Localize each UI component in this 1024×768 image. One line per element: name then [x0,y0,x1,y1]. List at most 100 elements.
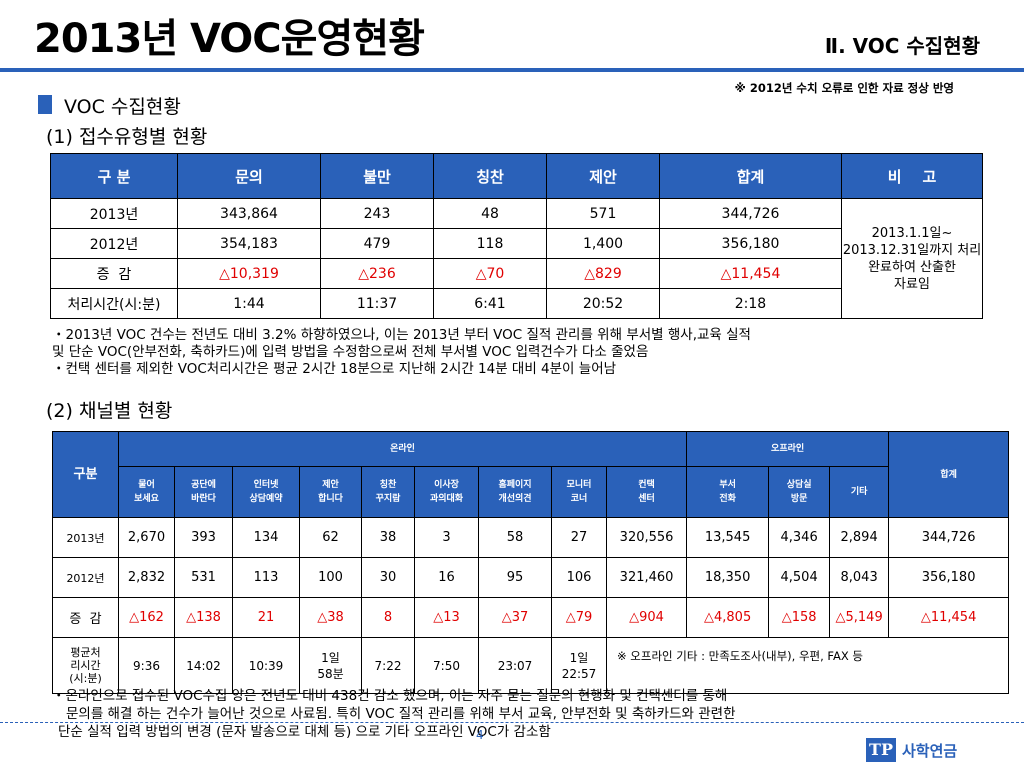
table-cell: 571 [546,198,660,229]
table-cell: 11:37 [320,288,434,319]
table-cell: 343,864 [177,198,321,229]
table-cell: 58 [478,517,552,558]
table-cell: △37 [478,597,552,638]
column-header: 홈페이지 개선의견 [478,466,552,518]
total-header: 합계 [888,431,1010,518]
table-cell: 113 [232,557,300,598]
section-bullet-icon [38,95,52,114]
table-cell: 27 [551,517,607,558]
channel-status-table: 구분 온라인 오프라인 합계 물어 보세요 공단에 바란다 인터넷 상담예약 제안 합니… [52,431,1010,694]
offline-header: 오프라인 [686,431,890,467]
table-header-row: 구 분 문의 불만 칭찬 제안 합계 비 고 [50,153,983,199]
table-cell: 95 [478,557,552,598]
summary-paragraph: ・컨택 센터를 제외한 VOC처리시간은 평균 2시간 18분으로 지난해 2시… [52,361,617,377]
table-row: 2012년 2,832 531 113 100 30 16 95 106 321… [52,557,1010,598]
logo-mark-icon: TP [866,738,896,762]
table-cell: △11,454 [659,258,842,289]
table-cell: △13 [414,597,479,638]
row-label: 2012년 [50,228,178,259]
summary-paragraph: ・온라인으로 접수된 VOC수집 양은 전년도 대비 438건 감소 했으며, … [52,688,728,704]
column-header: 합계 [659,153,842,199]
table-cell: 344,726 [659,198,842,229]
table-row: 2013년 343,864 243 48 571 344,726 2013.1.… [50,198,983,319]
column-header: 제안 [546,153,660,199]
online-header: 온라인 [117,431,688,467]
table-cell: △236 [320,258,434,289]
column-header: 문의 [177,153,321,199]
table-cell: 393 [174,517,233,558]
page-number: 4 [476,728,484,742]
table-cell: 3 [414,517,479,558]
table-cell: 2:18 [659,288,842,319]
table-cell: 1일 22:57 [551,637,607,694]
table-cell: 48 [433,198,547,229]
table-cell: 1:44 [177,288,321,319]
summary-paragraph: 문의를 해결 하는 건수가 늘어난 것으로 사료됨. 특히 VOC 질적 관리를… [66,706,736,722]
table-cell: 8 [361,597,415,638]
row-label: 증 감 [52,597,119,638]
table-cell: 6:41 [433,288,547,319]
summary-paragraph: ・2013년 VOC 건수는 전년도 대비 3.2% 하향하였으나, 이는 20… [52,327,751,343]
table-cell: △4,805 [686,597,770,638]
table-cell: 356,180 [888,557,1010,598]
notice-text: ※ 2012년 수치 오류로 인한 자료 정상 반영 [734,81,954,95]
table-cell: △904 [605,597,688,638]
table-cell: 13,545 [686,517,770,558]
subsection-heading-type: (1) 접수유형별 현황 [46,126,208,148]
table-subheader-row: 물어 보세요 공단에 바란다 인터넷 상담예약 제안 합니다 칭찬 꾸지람 이사장 과의대화… [53,466,1009,518]
logo-text: 사학연금 [902,742,958,760]
table-cell: 30 [361,557,415,598]
table-cell: 9:36 [118,637,175,694]
table-cell: 100 [299,557,362,598]
row-label: 처리시간(시:분) [50,288,178,319]
table-row: 평균처 리시간 (시:분) 9:36 14:02 10:39 1일 58분 7:22 … [52,637,1010,694]
table-cell: 354,183 [177,228,321,259]
table-cell: 38 [361,517,415,558]
table-cell: △11,454 [888,597,1010,638]
column-header: 제안 합니다 [299,466,362,518]
table-row: 2013년 2,670 393 134 62 38 3 58 27 320,55… [52,517,1010,558]
table-cell: 134 [232,517,300,558]
table-cell: △10,319 [177,258,321,289]
table-cell: △162 [118,597,175,638]
column-header: 이사장 과의대화 [414,466,479,518]
column-header: 불만 [320,153,434,199]
table-cell: △79 [551,597,607,638]
table-cell: 356,180 [659,228,842,259]
table-cell: 8,043 [829,557,890,598]
table-cell: 7:50 [414,637,479,694]
row-label: 증 감 [50,258,178,289]
section-heading: VOC 수집현황 [64,96,181,118]
footer-divider [0,722,1024,723]
table-cell: 16 [414,557,479,598]
table-cell: 118 [433,228,547,259]
table-row: 처리시간(시:분) 1:44 11:37 6:41 20:52 2:18 [50,288,983,319]
remarks-line: 자료임 [894,276,930,292]
table-cell: 531 [174,557,233,598]
summary-paragraph: 및 단순 VOC(안부전화, 축하카드)에 입력 방법을 수정함으로써 전체 부… [52,344,649,360]
table-cell: 18,350 [686,557,770,598]
row-label: 2012년 [52,557,119,598]
table-cell: 14:02 [174,637,233,694]
column-header: 칭찬 꾸지람 [361,466,415,518]
table-cell: 1,400 [546,228,660,259]
summary-paragraph: 단순 실적 입력 방법의 변경 (문자 발송으로 대체 등) 으로 기타 오프라… [58,724,551,740]
page-title: 2013년 VOC운영현황 [34,16,425,62]
table-cell: 62 [299,517,362,558]
column-header: 물어 보세요 [118,466,175,518]
table-cell: △138 [174,597,233,638]
table-cell: △158 [768,597,831,638]
remarks-line: 완료하여 산출한 [868,259,956,275]
table-cell: 20:52 [546,288,660,319]
row-label: 2013년 [52,517,119,558]
column-header: 구 분 [50,153,178,199]
table-cell: △38 [299,597,362,638]
column-header: 공단에 바란다 [174,466,233,518]
table-cell: 2,832 [118,557,175,598]
offline-note: ※ 오프라인 기타 : 만족도조사(내부), 우편, FAX 등 [605,637,1010,694]
remarks-line: 2013.1.1일~ [871,225,953,241]
row-label: 평균처 리시간 (시:분) [52,637,119,694]
table-cell: 7:22 [361,637,415,694]
column-header: 컨택 센터 [605,466,688,518]
table-cell: 243 [320,198,434,229]
